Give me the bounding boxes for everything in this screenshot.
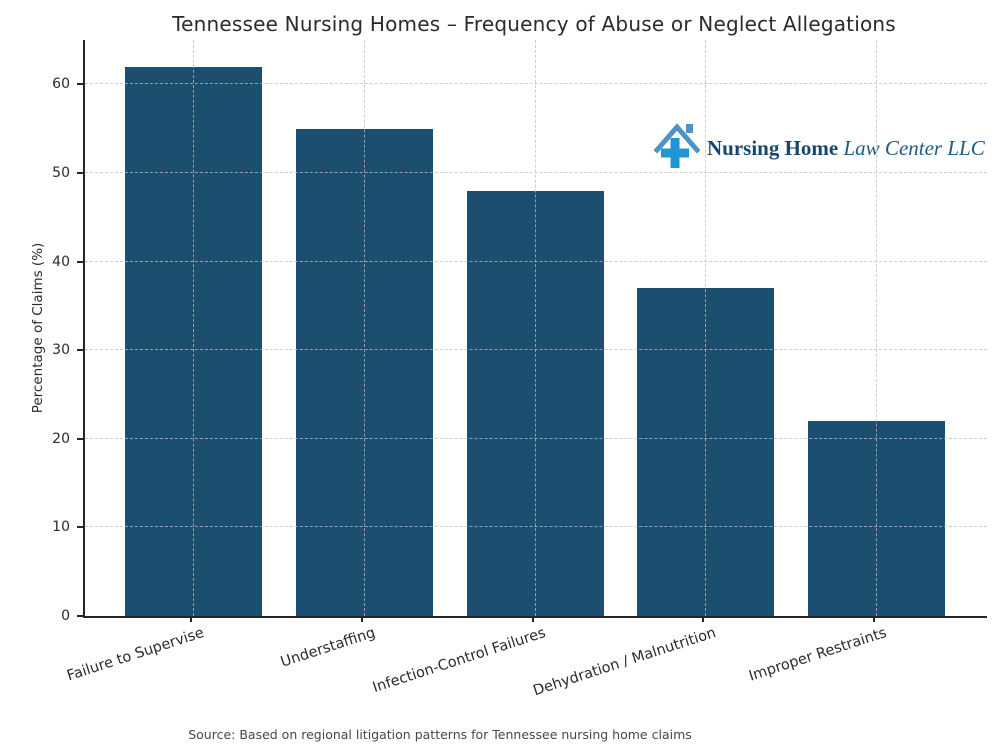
y-tick-mark xyxy=(77,526,83,529)
logo: Nursing Home Law Center LLC xyxy=(653,122,985,174)
horizontal-gridline xyxy=(85,526,987,528)
vertical-gridline xyxy=(363,40,365,616)
x-tick-mark xyxy=(873,617,875,622)
y-tick-mark xyxy=(77,260,83,263)
x-tick-mark xyxy=(190,617,192,622)
x-tick-label: Infection-Control Failures xyxy=(371,625,548,697)
y-tick-mark xyxy=(77,171,83,174)
y-tick-label: 50 xyxy=(52,164,70,181)
x-tick-label: Dehydration / Malnutrition xyxy=(531,625,718,700)
house-cross-icon xyxy=(653,122,701,174)
logo-name-bold: Nursing Home xyxy=(707,135,839,160)
horizontal-gridline xyxy=(85,83,987,85)
chart-title: Tennessee Nursing Homes – Frequency of A… xyxy=(172,12,896,36)
y-tick-label: 20 xyxy=(52,430,70,447)
horizontal-gridline xyxy=(85,349,987,351)
y-tick-label: 40 xyxy=(52,253,70,270)
logo-name-rest: Law Center LLC xyxy=(843,135,985,160)
y-tick-label: 10 xyxy=(52,519,70,536)
y-tick-mark xyxy=(77,615,83,617)
x-tick-mark xyxy=(361,617,363,622)
x-tick-label: Improper Restraints xyxy=(747,625,889,685)
source-note: Source: Based on regional litigation pat… xyxy=(188,727,692,742)
y-tick-mark xyxy=(77,349,83,352)
y-tick-label: 0 xyxy=(61,608,70,624)
horizontal-gridline xyxy=(85,437,987,439)
x-tick-label: Understaffing xyxy=(278,625,377,671)
y-tick-mark xyxy=(77,437,83,440)
vertical-gridline xyxy=(704,40,706,616)
logo-text: Nursing Home Law Center LLC xyxy=(707,136,985,161)
vertical-gridline xyxy=(534,40,536,616)
x-tick-label: Failure to Supervise xyxy=(64,625,206,685)
plot-area xyxy=(83,40,987,618)
vertical-gridline xyxy=(875,40,877,616)
x-tick-mark xyxy=(532,617,534,622)
x-tick-mark xyxy=(702,617,704,622)
horizontal-gridline xyxy=(85,260,987,262)
y-tick-label: 60 xyxy=(52,76,70,93)
y-axis: 0 10 20 30 40 50 60 xyxy=(0,40,83,624)
vertical-gridline xyxy=(192,40,194,616)
y-tick-label: 30 xyxy=(52,342,70,359)
horizontal-gridline xyxy=(85,171,987,173)
y-tick-mark xyxy=(77,83,83,86)
